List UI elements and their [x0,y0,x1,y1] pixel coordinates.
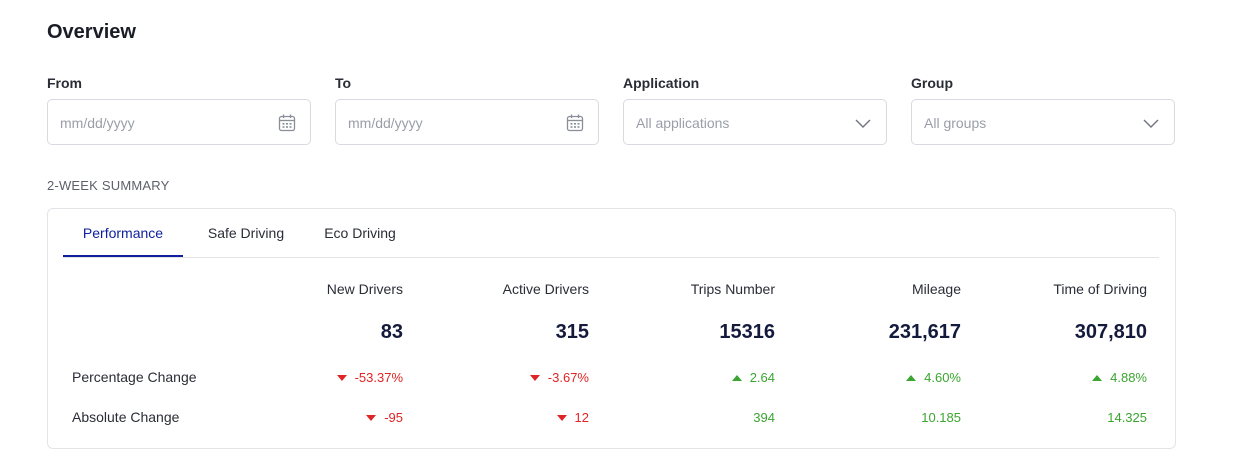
mileage-pct-value: 4.60% [924,370,961,385]
page-title: Overview [47,21,136,43]
column-header-active-drivers: Active Drivers [502,281,589,297]
trips-number-value: 15316 [719,321,775,343]
summary-tabs: Performance Safe Driving Eco Driving [63,209,1159,258]
calendar-icon[interactable] [277,113,297,133]
chevron-down-icon [855,119,871,128]
application-label: Application [623,75,700,91]
application-select[interactable]: All applications [623,99,887,145]
trips-number-abs-change: 394 [753,410,775,425]
trend-down-icon [556,414,567,421]
column-header-time-of-driving: Time of Driving [1053,281,1147,297]
column-header-new-drivers: New Drivers [326,281,403,297]
trend-up-icon [1092,374,1103,381]
from-label: From [47,75,82,91]
summary-section-label: 2-WEEK SUMMARY [47,178,170,193]
trips-number-pct-change: 2.64 [731,370,775,385]
group-select[interactable]: All groups [911,99,1175,145]
chevron-down-icon [1143,119,1159,128]
from-filter: From [47,74,311,146]
column-header-mileage: Mileage [911,281,961,297]
new-drivers-pct-change: -53.37% [336,370,403,385]
from-date-input[interactable] [60,100,260,146]
time-of-driving-abs-change: 14.325 [1107,410,1147,425]
new-drivers-value: 83 [380,321,403,343]
new-drivers-abs-value: -95 [384,410,403,425]
trend-down-icon [336,374,347,381]
time-of-driving-pct-value: 4.88% [1110,370,1147,385]
active-drivers-abs-value: 12 [574,410,589,425]
mileage-abs-change: 10.185 [921,410,961,425]
from-date-field[interactable] [47,99,311,146]
group-label: Group [911,75,953,91]
trend-down-icon [529,374,540,381]
summary-card: Performance Safe Driving Eco Driving New… [47,208,1176,449]
mileage-value: 231,617 [888,321,961,343]
percentage-change-label: Percentage Change [72,369,197,385]
column-header-trips-number: Trips Number [690,281,775,297]
group-filter: Group All groups [911,74,1175,145]
trend-up-icon [731,374,742,381]
tab-eco-driving[interactable]: Eco Driving [324,225,396,241]
trend-down-icon [366,414,377,421]
absolute-change-label: Absolute Change [72,409,180,425]
active-drivers-pct-value: -3.67% [547,370,589,385]
new-drivers-pct-value: -53.37% [354,370,403,385]
application-select-value: All applications [636,115,730,131]
trips-number-pct-value: 2.64 [749,370,775,385]
mileage-pct-change: 4.60% [906,370,961,385]
to-date-input[interactable] [348,100,548,146]
application-filter: Application All applications [623,74,887,145]
time-of-driving-value: 307,810 [1074,321,1147,343]
active-drivers-value: 315 [555,321,589,343]
active-drivers-abs-change: 12 [556,410,589,425]
tab-safe-driving[interactable]: Safe Driving [207,225,285,241]
to-filter: To [335,74,599,146]
group-select-value: All groups [924,115,987,131]
active-drivers-pct-change: -3.67% [529,370,589,385]
tab-performance[interactable]: Performance [63,209,183,257]
calendar-icon[interactable] [565,113,585,133]
to-label: To [335,75,352,91]
time-of-driving-pct-change: 4.88% [1092,370,1147,385]
trend-up-icon [906,374,917,381]
new-drivers-abs-change: -95 [366,410,403,425]
to-date-field[interactable] [335,99,599,146]
